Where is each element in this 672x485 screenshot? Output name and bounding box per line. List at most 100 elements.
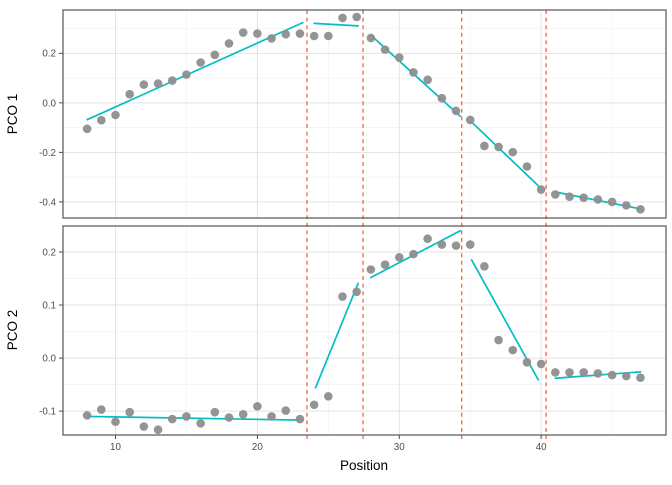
data-point	[324, 391, 333, 401]
data-point	[394, 252, 404, 262]
y-axis-title-pco2: PCO 2	[5, 310, 20, 351]
data-point	[295, 414, 305, 424]
data-point	[394, 53, 404, 62]
data-point	[607, 197, 617, 207]
data-point	[139, 80, 149, 89]
data-point	[508, 147, 518, 157]
x-axis-title: Position	[340, 458, 388, 473]
x-tick-label: 10	[110, 442, 121, 453]
data-point	[536, 359, 546, 369]
data-point	[338, 13, 347, 23]
data-point	[238, 28, 248, 37]
data-point	[409, 68, 418, 77]
data-point	[621, 201, 631, 210]
data-point	[253, 29, 262, 38]
data-point	[267, 412, 276, 421]
data-point	[167, 76, 177, 85]
data-point	[423, 234, 432, 244]
data-point	[253, 402, 262, 411]
data-point	[579, 193, 589, 202]
data-point	[281, 406, 291, 415]
data-point	[522, 162, 532, 171]
data-point	[437, 93, 447, 103]
data-point	[295, 29, 305, 38]
data-point	[636, 373, 645, 383]
data-point	[238, 410, 248, 419]
fit-line-segment	[469, 119, 542, 190]
data-point	[139, 422, 149, 431]
data-point	[82, 411, 92, 420]
data-point	[465, 240, 475, 249]
data-point	[111, 110, 120, 120]
y-axis-title-pco1: PCO 1	[5, 94, 20, 135]
y-tick-label: -0.4	[39, 197, 56, 208]
data-point	[607, 370, 617, 380]
data-point	[352, 287, 361, 297]
data-point	[153, 79, 163, 88]
data-point	[536, 185, 546, 194]
fit-line-segment	[313, 22, 359, 27]
chart-generated-layer: 0.2 0.0 -0.2 -0.4 0.2 0.1 0.0 -0.1 10 20 30 40	[39, 9, 667, 453]
data-point	[352, 12, 361, 22]
data-point	[508, 345, 518, 355]
y-tick-label: -0.1	[39, 407, 56, 418]
data-point	[579, 368, 589, 377]
data-point	[125, 89, 134, 99]
panel-background	[63, 226, 666, 435]
data-point	[551, 190, 560, 199]
data-point	[437, 240, 447, 249]
panel-border	[62, 9, 667, 219]
data-point	[82, 124, 92, 134]
data-point	[409, 249, 418, 259]
data-point	[480, 141, 489, 151]
data-point	[480, 262, 489, 271]
data-point	[97, 115, 106, 125]
y-tick-label: 0.1	[42, 300, 56, 311]
y-tick-label: 0.2	[42, 49, 56, 60]
panel-border	[62, 225, 667, 436]
data-point	[565, 192, 574, 202]
data-point	[565, 368, 574, 377]
data-point	[494, 335, 503, 345]
y-tick-label: -0.2	[39, 148, 56, 159]
data-point	[593, 369, 603, 378]
panel-background	[63, 10, 666, 218]
data-point	[210, 50, 220, 60]
data-point	[494, 142, 503, 152]
x-tick-label: 40	[536, 442, 547, 453]
data-point	[267, 34, 276, 43]
fit-line-segment	[314, 282, 359, 389]
data-point	[451, 241, 461, 250]
data-point	[224, 413, 234, 422]
data-point	[465, 115, 475, 125]
data-point	[196, 419, 205, 428]
x-tick-label: 30	[394, 442, 405, 453]
data-point	[309, 31, 319, 41]
data-point	[366, 265, 376, 274]
y-tick-label: 0.2	[42, 247, 56, 258]
data-point	[224, 39, 234, 48]
data-point	[309, 400, 319, 410]
data-point	[451, 106, 461, 116]
data-point	[324, 31, 333, 41]
data-point	[111, 417, 120, 427]
fit-line-segment	[86, 415, 304, 421]
data-point	[97, 405, 106, 414]
data-point	[281, 29, 291, 39]
data-point	[423, 75, 432, 85]
data-point	[380, 45, 390, 54]
data-point	[338, 292, 347, 301]
data-point	[153, 425, 163, 434]
data-point	[125, 407, 134, 417]
data-point	[522, 358, 532, 367]
y-tick-label: 0.0	[42, 98, 56, 109]
x-tick-label: 20	[252, 442, 263, 453]
data-point	[621, 371, 631, 381]
data-point	[593, 195, 603, 204]
data-point	[380, 260, 390, 270]
data-point	[210, 407, 220, 417]
data-point	[636, 205, 645, 214]
data-point	[196, 58, 205, 67]
